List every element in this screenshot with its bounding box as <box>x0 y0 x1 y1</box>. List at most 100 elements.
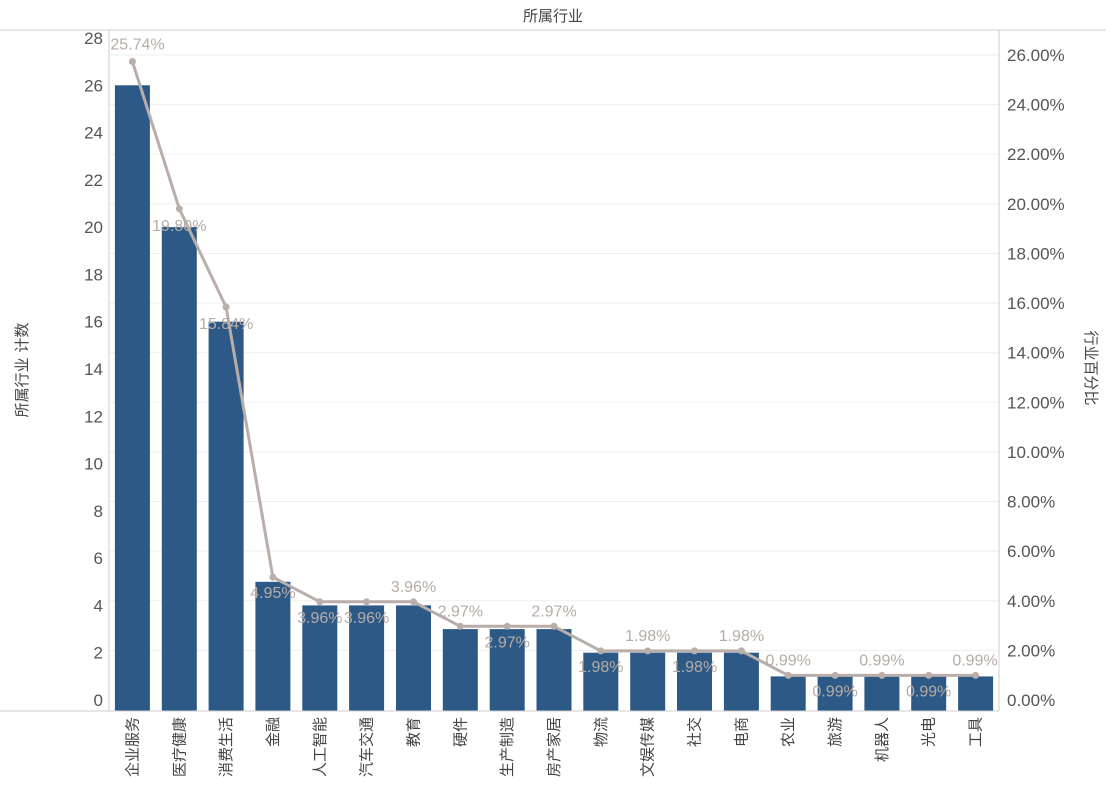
line-point <box>269 573 277 581</box>
category-label: 旅游 <box>826 717 844 747</box>
line-point <box>363 598 371 606</box>
percentage-label: 3.96% <box>344 610 389 627</box>
bar <box>864 676 900 711</box>
line-point <box>925 671 933 679</box>
chart-title: 所属行业 <box>523 7 583 25</box>
bar <box>911 676 947 711</box>
y-tick-label: 20 <box>84 218 103 237</box>
percentage-label: 2.97% <box>485 634 530 651</box>
category-label: 社交 <box>686 717 704 747</box>
percentage-label: 1.98% <box>578 659 623 676</box>
y-tick-label: 0 <box>94 691 103 710</box>
category-label: 机器人 <box>873 717 891 762</box>
line-point <box>972 671 980 679</box>
bar <box>536 629 572 711</box>
bar <box>723 652 759 711</box>
line-point <box>691 647 698 655</box>
y2-tick-label: 10.00% <box>1007 443 1065 462</box>
category-label: 消费生活 <box>217 717 235 777</box>
category-label: 房产家居 <box>545 717 563 777</box>
bar <box>349 605 385 711</box>
percentage-label: 1.98% <box>625 628 670 645</box>
y2-tick-label: 26.00% <box>1007 46 1065 65</box>
bar <box>817 676 853 711</box>
line-point <box>550 622 558 630</box>
y-tick-label: 12 <box>84 407 103 426</box>
line-point <box>456 622 464 630</box>
percentage-label: 0.99% <box>906 683 951 700</box>
y2-tick-label: 8.00% <box>1007 493 1055 512</box>
line-point <box>597 647 605 655</box>
category-label: 人工智能 <box>311 717 329 777</box>
bar <box>161 227 197 711</box>
bar <box>302 605 338 711</box>
category-label: 汽车交通 <box>358 717 376 777</box>
line-point <box>316 598 324 606</box>
percentage-label: 0.99% <box>812 683 857 700</box>
category-label: 工具 <box>967 717 985 747</box>
bar <box>255 581 291 711</box>
line-point <box>784 671 792 679</box>
y2-tick-label: 18.00% <box>1007 244 1065 263</box>
category-label: 生产制造 <box>498 717 516 777</box>
y2-tick-label: 20.00% <box>1007 195 1065 214</box>
y2-axis-title: 行业百分比 <box>1082 330 1100 405</box>
bar-series <box>114 85 994 712</box>
y-tick-label: 6 <box>94 549 103 568</box>
y-tick-label: 22 <box>84 171 103 190</box>
line-series <box>128 58 980 679</box>
y-tick-label: 16 <box>84 313 103 332</box>
category-label: 物流 <box>592 717 610 747</box>
percentage-label: 25.74% <box>110 37 164 54</box>
line-point <box>644 647 652 655</box>
y-tick-label: 24 <box>84 124 103 143</box>
line-point <box>503 622 511 630</box>
y-tick-label: 4 <box>94 596 103 615</box>
percentage-label: 3.96% <box>297 610 342 627</box>
bar <box>396 605 431 711</box>
category-label: 硬件 <box>451 717 469 747</box>
percentage-label: 15.84% <box>199 316 253 333</box>
line-point <box>878 671 886 679</box>
category-label: 企业服务 <box>123 717 141 777</box>
bar <box>442 629 478 711</box>
bar <box>630 652 666 711</box>
y2-tick-label: 2.00% <box>1007 641 1055 660</box>
line-point <box>831 671 839 679</box>
percentage-label: 2.97% <box>438 603 483 620</box>
bar <box>489 629 525 711</box>
percentage-label: 0.99% <box>952 652 997 669</box>
percentage-label: 0.99% <box>859 652 904 669</box>
bar <box>958 676 994 711</box>
y-axis-title: 所属行业 计数 <box>13 323 31 418</box>
line-point <box>410 598 417 606</box>
y-tick-label: 8 <box>94 502 103 521</box>
category-label: 医疗健康 <box>170 717 188 777</box>
category-label: 文娱传媒 <box>639 717 657 777</box>
bar <box>114 85 150 712</box>
category-label: 电商 <box>732 717 750 747</box>
y2-tick-label: 6.00% <box>1007 542 1055 561</box>
axes: 所属行业 所属行业 计数 行业百分比 0.00% 2.00% 4.00% 6.00% 8… <box>0 7 1106 777</box>
gridlines <box>109 54 999 651</box>
bar <box>208 321 244 711</box>
y2-tick-label: 12.00% <box>1007 393 1065 412</box>
y2-tick-label: 4.00% <box>1007 592 1055 611</box>
y2-tick-label: 22.00% <box>1007 145 1065 164</box>
y2-tick-label: 0.00% <box>1007 691 1055 710</box>
category-label: 光电 <box>920 717 938 747</box>
bar <box>583 652 619 711</box>
y-tick-label: 14 <box>84 360 103 379</box>
line-point <box>222 303 230 311</box>
y2-tick-label: 14.00% <box>1007 344 1065 363</box>
percentage-label: 1.98% <box>672 659 717 676</box>
percentage-label: 19.80% <box>152 218 206 235</box>
category-label: 农业 <box>779 717 797 747</box>
percentage-label: 4.95% <box>250 585 295 602</box>
y-tick-label: 2 <box>94 644 103 663</box>
data-labels: 25.74%19.80%15.84%4.95%3.96% 3.96%3.96%2.… <box>110 37 997 701</box>
bar <box>677 652 712 711</box>
line-point <box>175 205 183 213</box>
